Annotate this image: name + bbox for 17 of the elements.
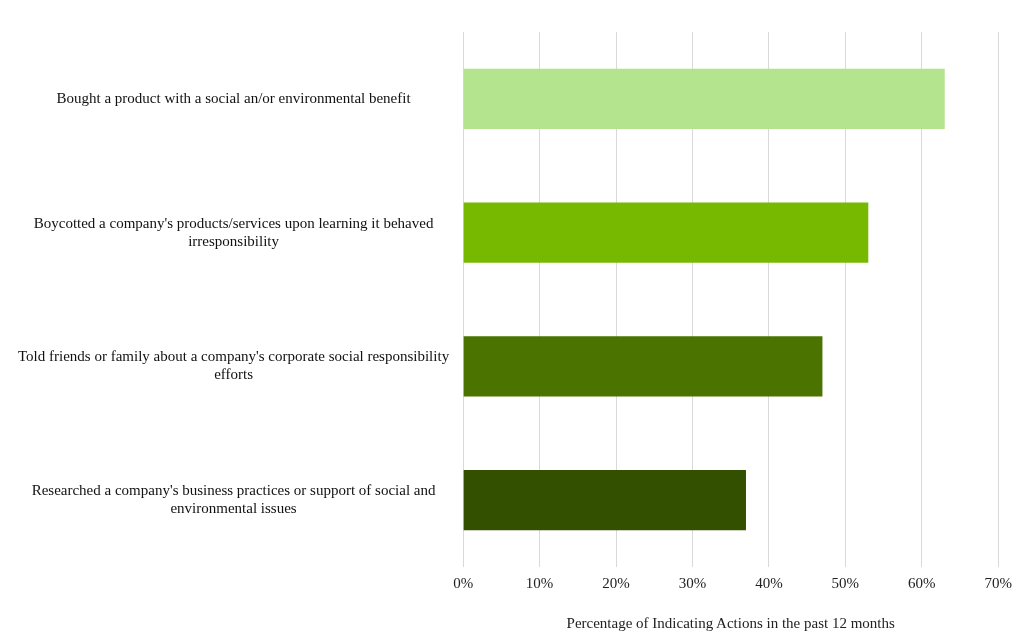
x-tick-label: 40% xyxy=(755,574,783,591)
bar xyxy=(463,202,869,263)
y-tick-label: Researched a company's business practices or support of social and environmental issues xyxy=(31,482,436,517)
y-tick-label: Told friends or family about a company's corporate social responsibility efforts xyxy=(17,348,450,383)
x-tick-label: 0% xyxy=(453,574,474,591)
bar xyxy=(463,68,945,129)
x-tick-label: 50% xyxy=(831,574,860,591)
x-tick-label: 20% xyxy=(602,574,630,591)
y-tick-label: Bought a product with a social an/or environmental benefit xyxy=(56,89,412,106)
x-tick-label: 30% xyxy=(678,574,707,591)
bar xyxy=(463,470,746,531)
x-axis-title: Percentage of Indicating Actions in the past 12 months xyxy=(566,614,895,631)
x-tick-label: 10% xyxy=(525,574,554,591)
bar xyxy=(463,336,823,397)
x-tick-label: 70% xyxy=(984,574,1012,591)
y-tick-label: Boycotted a company's products/services upon learning it behaved irresponsibility xyxy=(33,214,434,249)
x-tick-label: 60% xyxy=(908,574,936,591)
